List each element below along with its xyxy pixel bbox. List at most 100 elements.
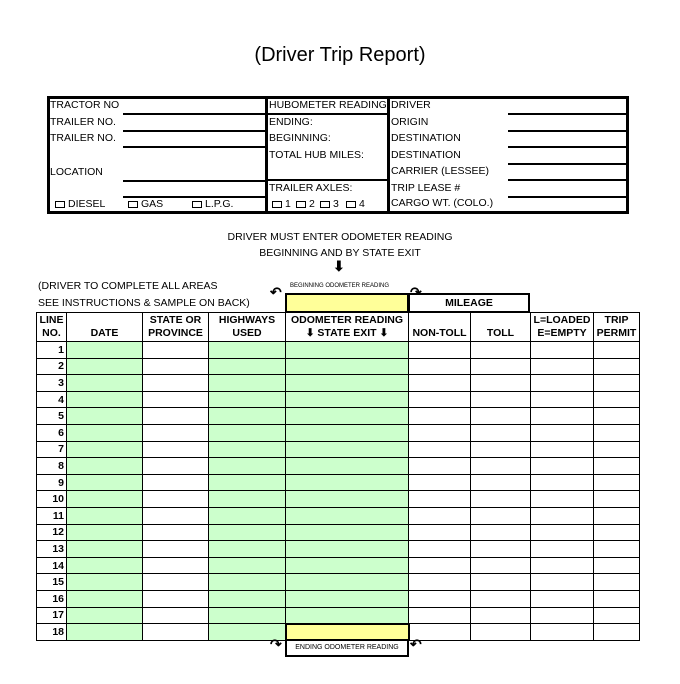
entry-cell[interactable] — [408, 573, 471, 591]
entry-cell[interactable] — [208, 457, 286, 475]
axle-option[interactable]: 2 — [296, 198, 315, 210]
entry-cell[interactable] — [66, 390, 143, 409]
entry-cell[interactable] — [208, 606, 286, 625]
entry-cell[interactable] — [285, 540, 409, 558]
entry-cell[interactable] — [142, 523, 209, 542]
entry-cell[interactable] — [470, 490, 531, 508]
entry-cell[interactable] — [285, 440, 409, 459]
entry-cell[interactable] — [142, 490, 209, 508]
entry-cell[interactable] — [208, 390, 286, 409]
entry-cell[interactable] — [593, 390, 640, 409]
entry-cell[interactable] — [593, 457, 640, 475]
entry-cell[interactable] — [142, 341, 209, 359]
entry-cell[interactable] — [142, 573, 209, 591]
entry-cell[interactable] — [142, 423, 209, 442]
beginning-odometer-field[interactable] — [285, 293, 409, 313]
entry-cell[interactable] — [408, 523, 471, 542]
entry-cell[interactable] — [530, 606, 594, 625]
entry-cell[interactable] — [470, 589, 531, 608]
entry-cell[interactable] — [285, 556, 409, 575]
entry-cell[interactable] — [142, 506, 209, 525]
entry-cell[interactable] — [285, 473, 409, 492]
entry-cell[interactable] — [593, 341, 640, 359]
entry-cell[interactable] — [530, 473, 594, 492]
entry-cell[interactable] — [208, 423, 286, 442]
entry-cell[interactable] — [208, 473, 286, 492]
entry-cell[interactable] — [408, 423, 471, 442]
entry-cell[interactable] — [408, 589, 471, 608]
entry-cell[interactable] — [142, 540, 209, 558]
entry-cell[interactable] — [285, 423, 409, 442]
field-line[interactable] — [123, 146, 266, 148]
entry-cell[interactable] — [593, 589, 640, 608]
entry-cell[interactable] — [66, 440, 143, 459]
entry-cell[interactable] — [66, 606, 143, 625]
checkbox[interactable] — [346, 200, 356, 208]
entry-cell[interactable] — [285, 589, 409, 608]
entry-cell[interactable] — [285, 341, 409, 359]
entry-cell[interactable] — [470, 523, 531, 542]
entry-cell[interactable] — [408, 473, 471, 492]
entry-cell[interactable] — [408, 341, 471, 359]
entry-cell[interactable] — [142, 440, 209, 459]
entry-cell[interactable] — [593, 573, 640, 591]
fuel-option[interactable]: GAS — [128, 198, 163, 210]
entry-cell[interactable] — [470, 540, 531, 558]
entry-cell[interactable] — [66, 407, 143, 425]
entry-cell[interactable] — [208, 374, 286, 392]
field-line[interactable] — [123, 196, 266, 198]
entry-cell[interactable] — [408, 390, 471, 409]
entry-cell[interactable] — [530, 506, 594, 525]
field-line[interactable] — [508, 113, 628, 115]
entry-cell[interactable] — [593, 556, 640, 575]
entry-cell[interactable] — [593, 623, 640, 641]
entry-cell[interactable] — [285, 357, 409, 376]
entry-cell[interactable] — [593, 423, 640, 442]
entry-cell[interactable] — [470, 623, 531, 641]
entry-cell[interactable] — [408, 506, 471, 525]
entry-cell[interactable] — [66, 556, 143, 575]
entry-cell[interactable] — [208, 407, 286, 425]
entry-cell[interactable] — [142, 606, 209, 625]
entry-cell[interactable] — [530, 589, 594, 608]
entry-cell[interactable] — [470, 606, 531, 625]
entry-cell[interactable] — [530, 374, 594, 392]
entry-cell[interactable] — [285, 523, 409, 542]
entry-cell[interactable] — [208, 506, 286, 525]
entry-cell[interactable] — [285, 490, 409, 508]
entry-cell[interactable] — [530, 457, 594, 475]
entry-cell[interactable] — [142, 407, 209, 425]
entry-cell[interactable] — [208, 623, 286, 641]
fuel-option[interactable]: DIESEL — [55, 198, 105, 210]
entry-cell[interactable] — [530, 490, 594, 508]
entry-cell[interactable] — [66, 589, 143, 608]
entry-cell[interactable] — [470, 440, 531, 459]
entry-cell[interactable] — [285, 506, 409, 525]
entry-cell[interactable] — [66, 506, 143, 525]
field-line[interactable] — [123, 113, 266, 115]
field-line[interactable] — [508, 163, 628, 165]
entry-cell[interactable] — [530, 440, 594, 459]
entry-cell[interactable] — [530, 540, 594, 558]
entry-cell[interactable] — [408, 407, 471, 425]
entry-cell[interactable] — [66, 374, 143, 392]
entry-cell[interactable] — [470, 374, 531, 392]
entry-cell[interactable] — [285, 457, 409, 475]
entry-cell[interactable] — [208, 440, 286, 459]
entry-cell[interactable] — [530, 556, 594, 575]
entry-cell[interactable] — [142, 623, 209, 641]
entry-cell[interactable] — [285, 390, 409, 409]
entry-cell[interactable] — [285, 606, 409, 625]
entry-cell[interactable] — [208, 589, 286, 608]
entry-cell[interactable] — [142, 357, 209, 376]
entry-cell[interactable] — [142, 473, 209, 492]
entry-cell[interactable] — [470, 506, 531, 525]
entry-cell[interactable] — [530, 407, 594, 425]
axle-option[interactable]: 1 — [272, 198, 291, 210]
entry-cell[interactable] — [208, 540, 286, 558]
entry-cell[interactable] — [284, 622, 410, 642]
entry-cell[interactable] — [470, 390, 531, 409]
entry-cell[interactable] — [66, 540, 143, 558]
axle-option[interactable]: 3 — [320, 198, 339, 210]
entry-cell[interactable] — [66, 523, 143, 542]
